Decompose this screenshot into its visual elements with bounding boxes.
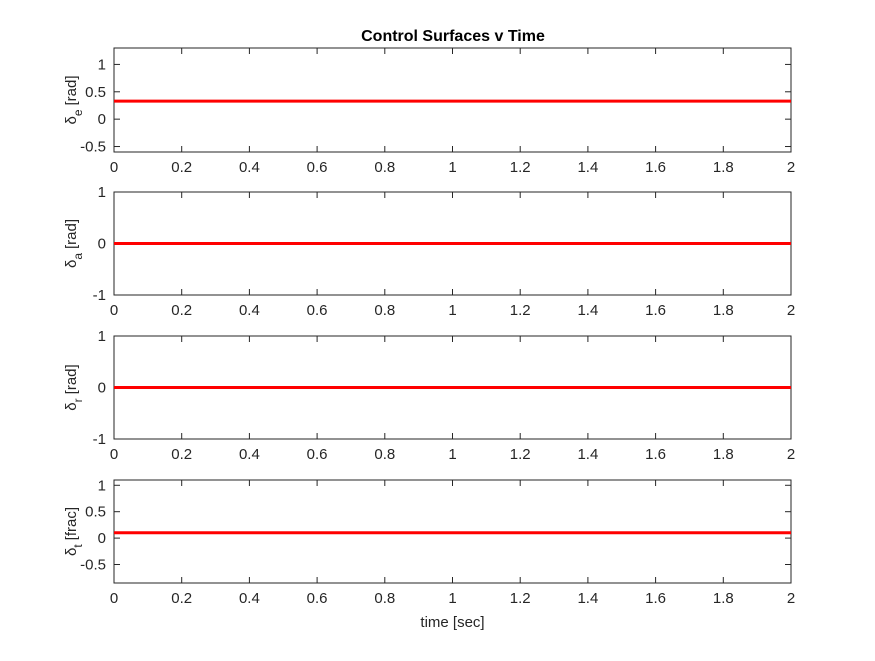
x-tick-label: 1.6 <box>645 590 666 607</box>
y-axis-label-symbol: δ <box>63 260 80 268</box>
y-axis-label-subscript: t <box>71 544 85 548</box>
x-tick-label: 1.8 <box>713 302 734 319</box>
x-tick-label: 2 <box>787 446 795 463</box>
x-tick-label: 1.4 <box>577 159 598 176</box>
y-tick-label: 0 <box>98 111 106 128</box>
x-tick-label: 1.6 <box>645 159 666 176</box>
y-axis-label: δr [rad] <box>63 364 85 410</box>
y-tick-label: 1 <box>98 56 106 73</box>
x-tick-label: 0.2 <box>171 159 192 176</box>
y-tick-label: 1 <box>98 477 106 494</box>
y-axis-label-subscript: e <box>71 109 85 116</box>
y-tick-label: -1 <box>93 287 106 304</box>
y-tick-label: -0.5 <box>80 139 106 156</box>
x-tick-label: 1.6 <box>645 446 666 463</box>
y-tick-label: 0 <box>98 236 106 253</box>
x-tick-label: 1.8 <box>713 159 734 176</box>
x-tick-label: 1.4 <box>577 446 598 463</box>
y-axis-label-symbol: δ <box>63 402 80 410</box>
x-tick-label: 0.6 <box>307 446 328 463</box>
x-tick-label: 0.8 <box>374 446 395 463</box>
x-tick-label: 0 <box>110 159 118 176</box>
y-tick-label: -0.5 <box>80 557 106 574</box>
y-axis-label: δa [rad] <box>63 219 85 268</box>
y-tick-label: 0 <box>98 380 106 397</box>
x-tick-label: 2 <box>787 302 795 319</box>
y-tick-label: -1 <box>93 431 106 448</box>
x-tick-label: 0.8 <box>374 159 395 176</box>
y-axis-label-symbol: δ <box>63 548 80 556</box>
y-axis-label-unit: [frac] <box>63 507 80 540</box>
axes-group: 0 0.2 0.4 0.6 0.8 1 1.2 1.4 1.6 1.8 2-0.500.51δe[r… <box>63 47 795 631</box>
x-tick-label: 1.6 <box>645 302 666 319</box>
x-tick-label: 0.4 <box>239 302 260 319</box>
x-tick-label: 0.2 <box>171 302 192 319</box>
y-axis-label-unit: [rad] <box>63 364 80 394</box>
x-tick-label: 1.2 <box>510 590 531 607</box>
x-tick-label: 2 <box>787 159 795 176</box>
y-axis-label-unit: [rad] <box>63 75 80 105</box>
subplot-4: 0 0.2 0.4 0.6 0.8 1 1.2 1.4 1.6 1.8 2-0.500.51δt[f… <box>63 477 795 631</box>
x-tick-label: 1.8 <box>713 590 734 607</box>
subplot-1: 0 0.2 0.4 0.6 0.8 1 1.2 1.4 1.6 1.8 2-0.500.51δe[r… <box>63 47 795 176</box>
x-tick-label: 0.6 <box>307 302 328 319</box>
x-tick-label: 1.4 <box>577 590 598 607</box>
figure-title: Control Surfaces v Time <box>361 28 545 45</box>
y-tick-label: 0.5 <box>85 84 106 101</box>
y-axis-label: δe [rad] <box>63 75 85 124</box>
x-tick-label: 0 <box>110 590 118 607</box>
y-tick-label: 0 <box>98 530 106 547</box>
y-axis-label-symbol: δ <box>63 116 80 124</box>
x-tick-label: 1.8 <box>713 446 734 463</box>
y-axis-label-unit: [rad] <box>63 219 80 249</box>
y-axis-label: δt [frac] <box>63 507 85 556</box>
x-tick-label: 0.4 <box>239 159 260 176</box>
x-tick-label: 1.4 <box>577 302 598 319</box>
y-tick-label: 1 <box>98 184 106 201</box>
x-tick-label: 1.2 <box>510 302 531 319</box>
y-axis-label-subscript: r <box>71 398 85 402</box>
x-tick-label: 1 <box>448 446 456 463</box>
x-tick-label: 0.2 <box>171 590 192 607</box>
x-tick-label: 0 <box>110 302 118 319</box>
x-tick-label: 0.8 <box>374 302 395 319</box>
x-axis-label: time [sec] <box>420 614 484 631</box>
x-tick-label: 0.6 <box>307 159 328 176</box>
x-tick-label: 1 <box>448 159 456 176</box>
x-tick-label: 2 <box>787 590 795 607</box>
y-axis-label-subscript: a <box>71 253 85 260</box>
x-tick-label: 0.8 <box>374 590 395 607</box>
x-tick-label: 1.2 <box>510 159 531 176</box>
x-tick-label: 1 <box>448 302 456 319</box>
y-tick-label: 0.5 <box>85 504 106 521</box>
x-tick-label: 1 <box>448 590 456 607</box>
x-tick-label: 0.6 <box>307 590 328 607</box>
x-tick-label: 0.2 <box>171 446 192 463</box>
x-tick-label: 1.2 <box>510 446 531 463</box>
x-tick-label: 0.4 <box>239 590 260 607</box>
x-tick-label: 0.4 <box>239 446 260 463</box>
x-tick-label: 0 <box>110 446 118 463</box>
y-tick-label: 1 <box>98 328 106 345</box>
